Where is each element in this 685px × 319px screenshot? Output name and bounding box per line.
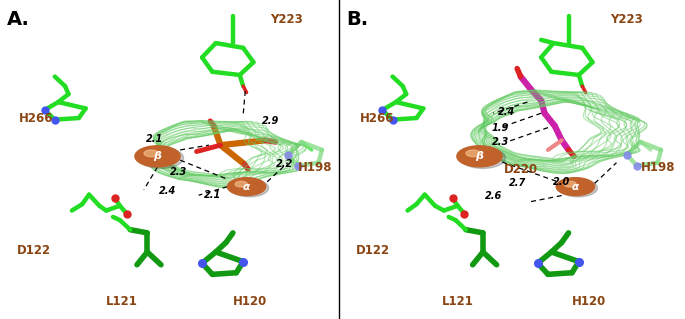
- Text: D122: D122: [356, 244, 390, 257]
- Circle shape: [564, 181, 576, 187]
- Circle shape: [135, 146, 180, 167]
- Text: 2.4: 2.4: [159, 186, 177, 197]
- Text: β: β: [153, 151, 162, 161]
- Text: 1.9: 1.9: [491, 122, 509, 133]
- Text: H198: H198: [298, 161, 332, 174]
- Text: 2.6: 2.6: [484, 191, 502, 201]
- Text: D122: D122: [17, 244, 51, 257]
- Text: H266: H266: [360, 112, 394, 124]
- Circle shape: [235, 181, 247, 187]
- Text: 2.3: 2.3: [169, 167, 187, 177]
- Circle shape: [466, 150, 480, 157]
- Text: H266: H266: [19, 112, 53, 124]
- Text: 2.0: 2.0: [553, 177, 571, 187]
- Text: 2.9: 2.9: [262, 116, 279, 126]
- Text: α: α: [243, 182, 250, 192]
- Circle shape: [227, 178, 266, 196]
- Text: H120: H120: [233, 295, 267, 308]
- Text: A.: A.: [7, 10, 29, 29]
- Circle shape: [138, 147, 184, 168]
- Circle shape: [460, 147, 506, 168]
- Text: D220: D220: [503, 163, 538, 175]
- Text: H120: H120: [572, 295, 606, 308]
- Text: 2.2: 2.2: [275, 159, 293, 169]
- Circle shape: [457, 146, 502, 167]
- Text: L121: L121: [106, 295, 138, 308]
- Text: 2.4: 2.4: [498, 107, 516, 117]
- Circle shape: [144, 150, 158, 157]
- Text: Y223: Y223: [271, 13, 303, 26]
- Text: 2.3: 2.3: [491, 137, 509, 147]
- Text: β: β: [475, 151, 484, 161]
- Text: L121: L121: [442, 295, 474, 308]
- Text: α: α: [572, 182, 579, 192]
- Text: 2.1: 2.1: [145, 134, 163, 144]
- Text: 2.1: 2.1: [203, 189, 221, 200]
- Text: B.: B.: [346, 10, 368, 29]
- Circle shape: [230, 179, 269, 197]
- Circle shape: [556, 178, 595, 196]
- Text: Y223: Y223: [610, 13, 643, 26]
- Text: H198: H198: [640, 161, 675, 174]
- Text: 2.7: 2.7: [508, 178, 526, 189]
- Circle shape: [559, 179, 597, 197]
